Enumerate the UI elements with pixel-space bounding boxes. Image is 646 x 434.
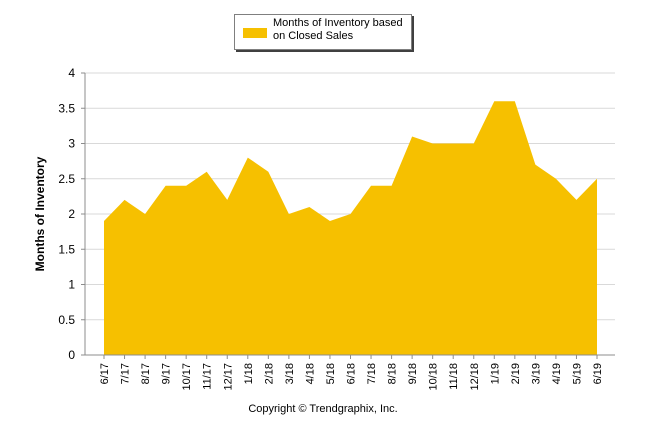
chart-legend: Months of Inventory based on Closed Sale… [234,14,412,50]
legend-label: Months of Inventory based on Closed Sale… [273,17,411,43]
x-tick-label: 2/18 [263,363,275,384]
y-tick-label: 1 [68,278,75,292]
y-axis-title: Months of Inventory [33,156,47,271]
y-tick-label: 1.5 [58,242,75,256]
x-tick-label: 12/18 [469,363,481,391]
x-tick-label: 6/19 [592,363,604,384]
y-tick-labels: 0 0.5 1 1.5 2 2.5 3 3.5 4 [58,66,75,362]
x-tick-label: 3/19 [530,363,542,384]
x-tick-label: 12/17 [222,363,234,391]
x-tick-labels: 6/17 7/17 8/17 9/17 10/17 11/17 12/17 1/18 2/18 3… [99,363,604,391]
y-tick-label: 2.5 [58,172,75,186]
legend-label-line2: on Closed Sales [273,30,354,42]
x-tick-label: 1/18 [243,363,255,384]
copyright-footer: Copyright © Trendgraphix, Inc. [248,403,398,415]
x-tick-label: 7/17 [120,363,132,384]
x-tick-label: 6/17 [99,363,111,384]
x-tick-label: 10/17 [181,363,193,391]
x-tick-label: 9/17 [161,363,173,384]
x-tick-label: 10/18 [428,363,440,391]
area-series-fill [104,101,597,355]
y-tick-label: 0 [68,348,75,362]
y-tick-label: 2 [68,207,75,221]
y-tick-label: 3.5 [58,101,75,115]
x-tick-label: 1/19 [489,363,501,384]
x-tick-label: 2/19 [510,363,522,384]
x-tick-label: 5/18 [325,363,337,384]
x-tick-label: 4/19 [551,363,563,384]
y-tick-label: 3 [68,137,75,151]
x-tick-label: 8/17 [140,363,152,384]
x-tick-label: 7/18 [366,363,378,384]
x-tick-label: 6/18 [346,363,358,384]
y-tick-label: 0.5 [58,313,75,327]
y-tick-label: 4 [68,66,75,80]
series-area [104,101,597,355]
axes [81,72,615,359]
x-tick-label: 5/19 [571,363,583,384]
x-tick-label: 9/18 [407,363,419,384]
legend-swatch [243,28,267,38]
x-tick-label: 11/18 [448,363,460,390]
legend-label-line1: Months of Inventory based [273,17,403,29]
x-tick-label: 3/18 [284,363,296,384]
x-tick-label: 11/17 [202,363,214,390]
x-tick-label: 4/18 [304,363,316,384]
x-tick-label: 8/18 [387,363,399,384]
